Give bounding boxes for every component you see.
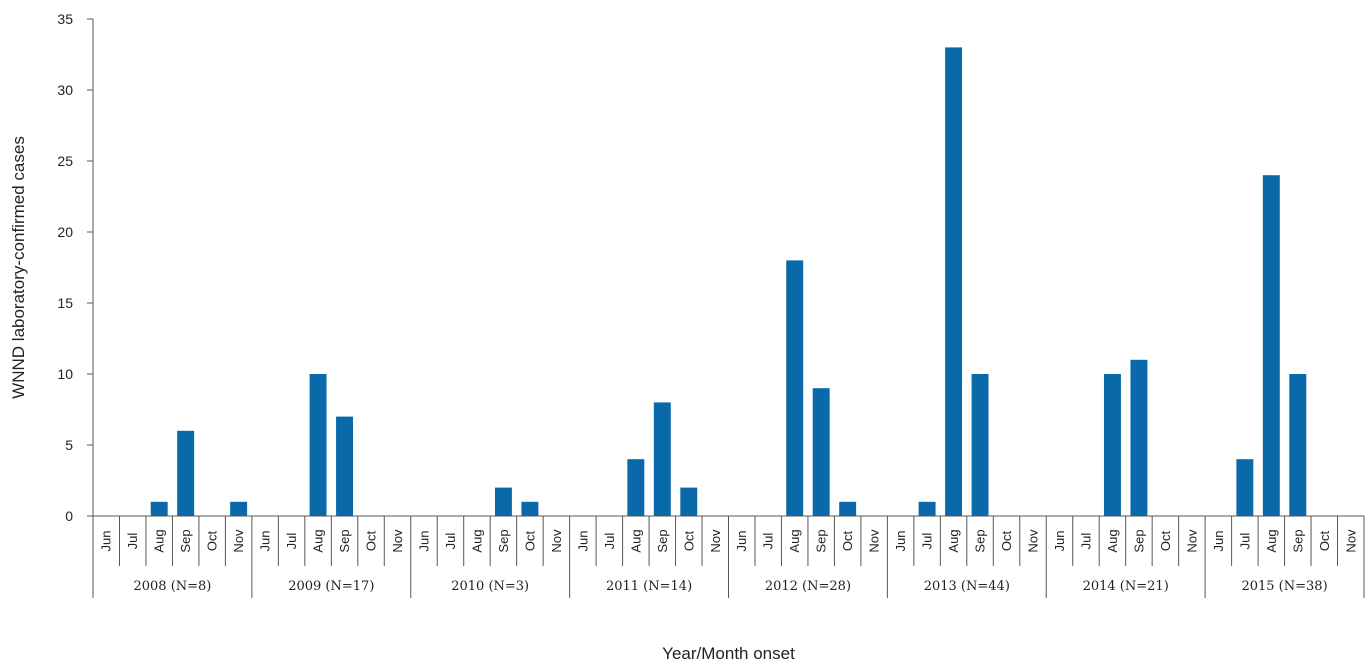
bar <box>786 260 804 516</box>
month-tick-label: Oct <box>840 531 855 552</box>
month-tick-label: Aug <box>787 529 802 552</box>
month-tick-label: Sep <box>496 529 511 552</box>
month-tick-label: Jun <box>893 531 908 552</box>
bar <box>839 501 857 516</box>
month-tick-label: Jun <box>1052 531 1067 552</box>
bars <box>150 47 1307 517</box>
bar <box>230 501 248 516</box>
year-group-label: 2013 (N=44) <box>924 579 1010 594</box>
month-tick-label: Sep <box>814 529 829 552</box>
month-tick-label: Oct <box>1158 531 1173 552</box>
bar <box>945 47 963 517</box>
month-tick-label: Aug <box>946 529 961 552</box>
year-group-label: 2011 (N=14) <box>606 579 692 594</box>
month-tick-label: Nov <box>1184 529 1199 553</box>
bar <box>521 501 539 516</box>
bar <box>680 487 698 516</box>
month-tick-label: Sep <box>337 529 352 552</box>
month-tick-label: Nov <box>1343 529 1358 553</box>
bar <box>177 430 195 516</box>
y-tick-label: 20 <box>57 224 73 240</box>
month-tick-label: Jul <box>602 533 617 550</box>
y-axis-title: WNND laboratory-confirmed cases <box>9 136 28 399</box>
month-tick-label: Nov <box>549 529 564 553</box>
month-tick-label: Nov <box>1026 529 1041 553</box>
month-tick-label: Sep <box>1131 529 1146 552</box>
month-tick-label: Oct <box>522 531 537 552</box>
y-tick-label: 15 <box>57 295 73 311</box>
y-tick-label: 30 <box>57 82 73 98</box>
bar <box>1236 459 1254 516</box>
month-tick-label: Nov <box>867 529 882 553</box>
bar <box>627 459 645 516</box>
y-tick-label: 10 <box>57 366 73 382</box>
month-tick-label: Jun <box>734 531 749 552</box>
bar <box>1289 374 1307 516</box>
year-group-label: 2015 (N=38) <box>1241 579 1327 594</box>
month-tick-label: Oct <box>1317 531 1332 552</box>
year-group-label: 2010 (N=3) <box>451 579 529 594</box>
month-tick-label: Sep <box>1290 529 1305 552</box>
month-tick-label: Aug <box>469 529 484 552</box>
month-tick-label: Oct <box>205 531 220 552</box>
month-tick-label: Jun <box>99 531 114 552</box>
month-tick-label: Jun <box>1211 531 1226 552</box>
bar <box>918 501 936 516</box>
bar <box>1262 175 1280 516</box>
month-tick-label: Aug <box>152 529 167 552</box>
month-tick-label: Nov <box>231 529 246 553</box>
month-tick-label: Jun <box>575 531 590 552</box>
month-tick-label: Sep <box>178 529 193 552</box>
bar <box>812 388 830 516</box>
month-tick-label: Aug <box>628 529 643 552</box>
axes <box>87 18 1365 598</box>
bar <box>494 487 512 516</box>
month-tick-label: Sep <box>655 529 670 552</box>
month-tick-label: Nov <box>390 529 405 553</box>
bar <box>653 402 671 516</box>
month-tick-label: Jul <box>125 533 140 550</box>
month-tick-label: Jul <box>761 533 776 550</box>
month-tick-label: Oct <box>364 531 379 552</box>
bar <box>150 501 168 516</box>
month-tick-label: Jul <box>920 533 935 550</box>
month-tick-label: Aug <box>1264 529 1279 552</box>
month-tick-label: Nov <box>708 529 723 553</box>
y-tick-label: 25 <box>57 153 73 169</box>
month-tick-label: Jul <box>443 533 458 550</box>
month-tick-label: Aug <box>311 529 326 552</box>
y-tick-label: 35 <box>57 11 73 27</box>
year-group-label: 2014 (N=21) <box>1083 579 1169 594</box>
month-tick-label: Jun <box>416 531 431 552</box>
month-tick-label: Oct <box>999 531 1014 552</box>
month-tick-label: Oct <box>681 531 696 552</box>
y-tick-label: 5 <box>65 437 73 453</box>
x-axis-title: Year/Month onset <box>662 644 795 663</box>
bar <box>336 416 354 516</box>
bar <box>1130 359 1148 516</box>
month-tick-label: Jun <box>258 531 273 552</box>
month-tick-label: Jul <box>1237 533 1252 550</box>
y-tick-label: 0 <box>65 508 73 524</box>
bar <box>1103 374 1121 516</box>
tick-labels: 0 5 10 15 20 25 30 35 Jun Jul Aug Sep Oct Nov 2008 (N=… <box>57 11 1358 594</box>
month-tick-label: Aug <box>1105 529 1120 552</box>
bar <box>971 374 989 516</box>
month-tick-label: Jul <box>284 533 299 550</box>
bar <box>309 374 327 516</box>
year-group-label: 2009 (N=17) <box>288 579 374 594</box>
year-group-label: 2008 (N=8) <box>133 579 211 594</box>
year-group-label: 2012 (N=28) <box>765 579 851 594</box>
month-tick-label: Jul <box>1078 533 1093 550</box>
month-tick-label: Sep <box>973 529 988 552</box>
